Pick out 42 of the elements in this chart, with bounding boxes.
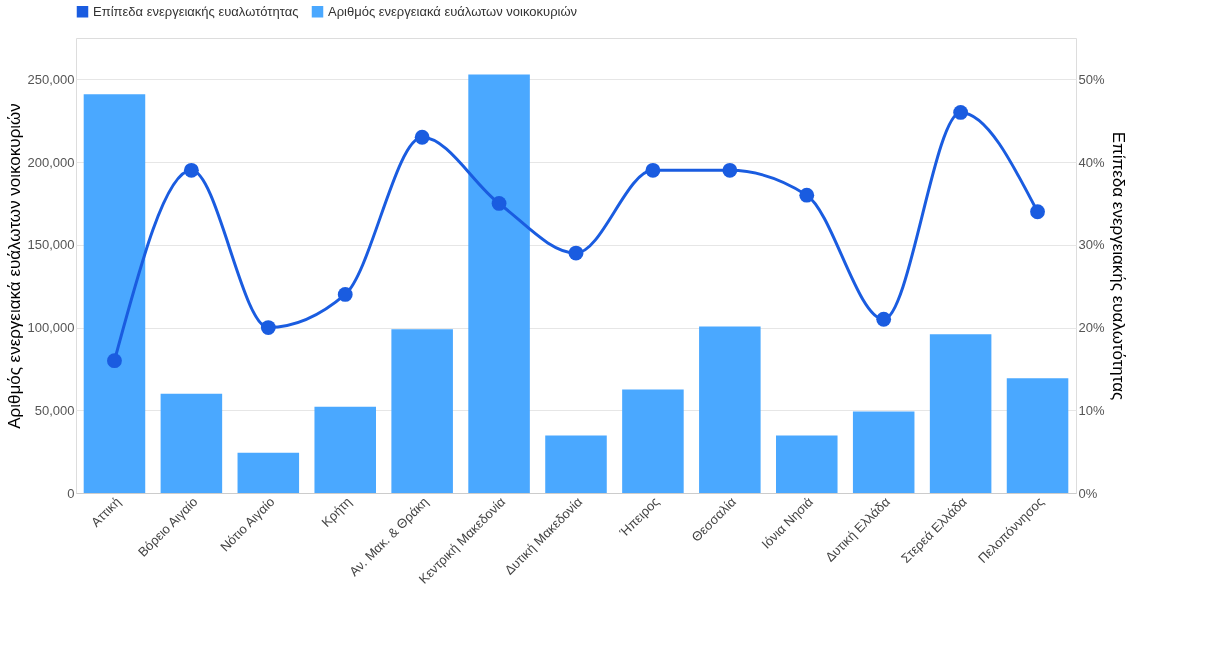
bar — [929, 334, 992, 493]
legend-label: Αριθμός ενεργειακά ευάλωτων νοικοκυριών — [328, 3, 578, 19]
point — [491, 196, 507, 211]
bar — [622, 389, 684, 493]
y-tick-label: 50,000 — [34, 402, 75, 418]
y2-tick-label: 0% — [1078, 485, 1098, 501]
y2-tick-label: 40% — [1078, 154, 1105, 170]
y-tick-label: 0 — [67, 485, 75, 501]
point — [260, 320, 276, 335]
y2-tick-label: 50% — [1078, 71, 1105, 87]
point — [414, 129, 430, 145]
point — [337, 287, 353, 302]
bar — [391, 329, 453, 493]
bar — [699, 326, 761, 493]
legend-label: Επίπεδα ενεργειακής ευαλωτότητας — [93, 3, 299, 19]
point — [645, 162, 661, 178]
y2-tick-label: 20% — [1078, 320, 1105, 336]
y-axis-title: Αριθμός ενεργειακά ευάλωτων νοικοκυριών — [4, 103, 24, 429]
bar — [852, 411, 915, 493]
y-tick-label: 250,000 — [27, 71, 75, 87]
point — [953, 105, 969, 120]
point — [799, 187, 815, 203]
y2-axis-title: Επίπεδα ενεργειακής ευαλωτότητας — [1108, 131, 1128, 401]
bar — [545, 435, 607, 493]
bar — [1006, 378, 1069, 493]
point — [107, 353, 122, 369]
bar — [314, 406, 376, 493]
y2-tick-label: 30% — [1078, 237, 1105, 253]
point — [876, 311, 892, 327]
bar — [160, 393, 223, 493]
point — [722, 162, 738, 178]
point — [1030, 204, 1045, 220]
point — [568, 245, 584, 261]
bar — [83, 94, 146, 493]
bar — [776, 435, 838, 493]
bar — [468, 74, 530, 493]
y-tick-label: 100,000 — [27, 320, 75, 336]
y-tick-label: 150,000 — [27, 237, 75, 253]
y2-tick-label: 10% — [1078, 402, 1105, 418]
bar — [237, 452, 300, 493]
point — [183, 162, 199, 178]
y-tick-label: 200,000 — [27, 154, 75, 170]
